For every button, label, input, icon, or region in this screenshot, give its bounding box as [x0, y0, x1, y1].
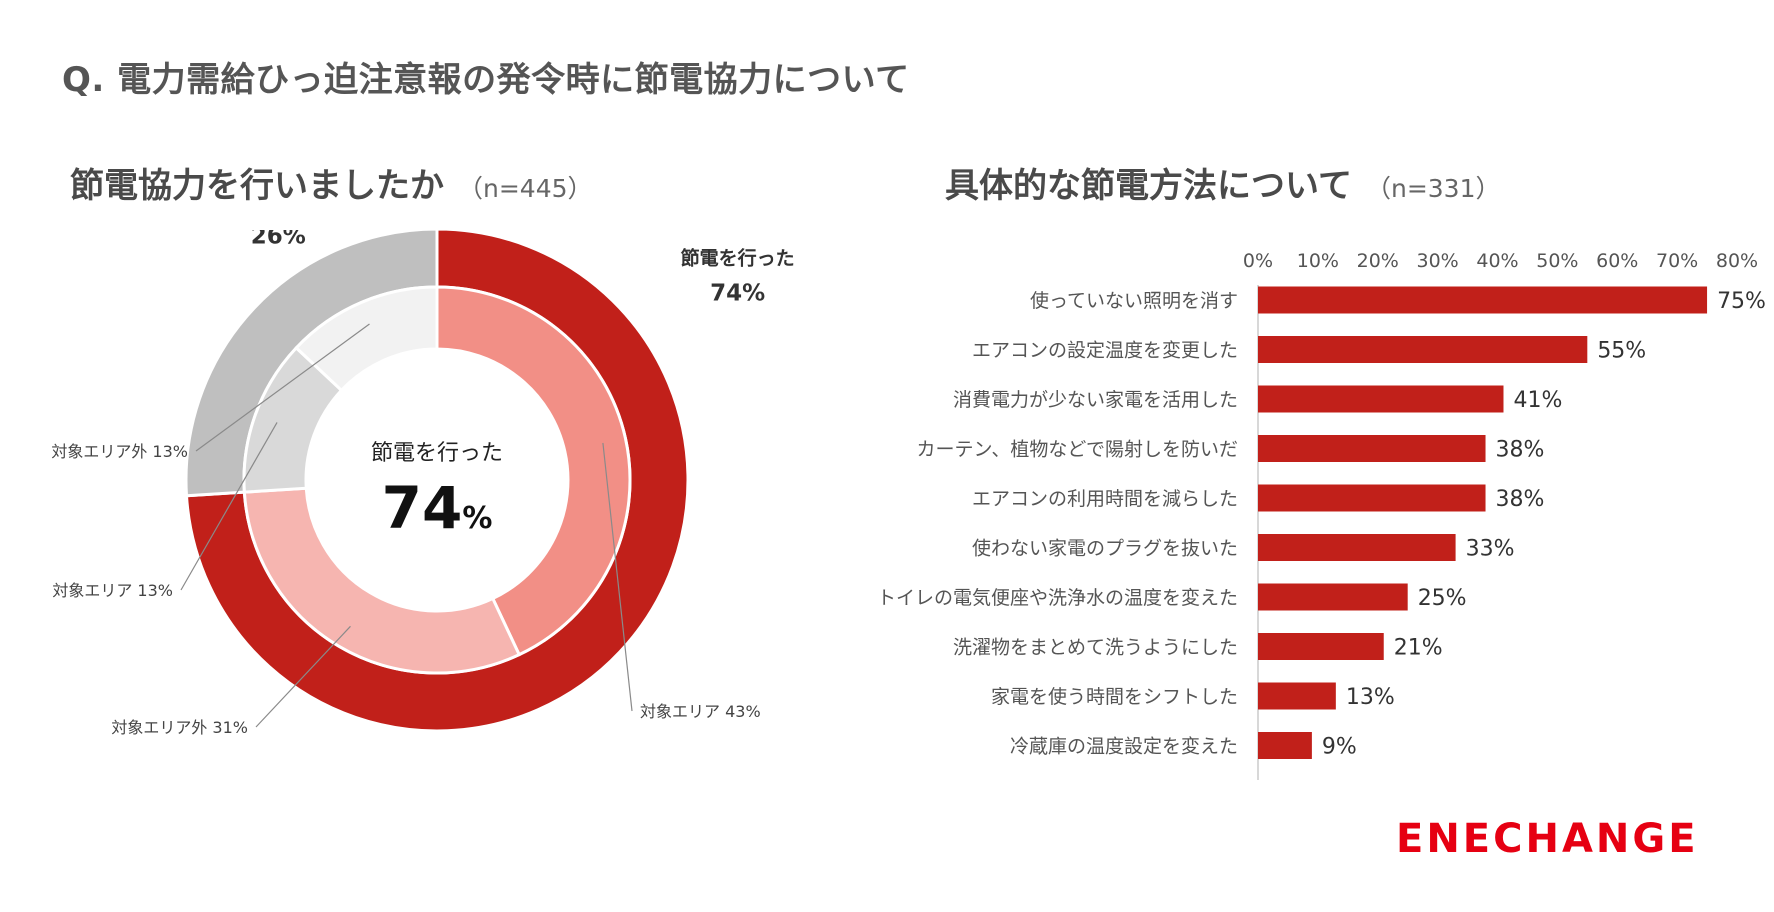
- inner-label: 対象エリア外 31%: [111, 718, 248, 737]
- value-label: 55%: [1597, 339, 1646, 364]
- category-label: 洗濯物をまとめて洗うようにした: [953, 637, 1238, 659]
- center-value: 74%: [382, 474, 493, 542]
- x-tick-label: 10%: [1297, 250, 1339, 272]
- x-tick-label: 70%: [1656, 250, 1698, 272]
- inner-label: 対象エリア 13%: [52, 581, 173, 600]
- value-label: 9%: [1322, 735, 1357, 760]
- x-tick-label: 0%: [1243, 250, 1273, 272]
- bar: [1258, 385, 1504, 413]
- outer-label-value: 26%: [251, 230, 306, 249]
- bar: [1258, 435, 1486, 462]
- category-label: トイレの電気便座や洗浄水の温度を変えた: [877, 587, 1238, 609]
- value-label: 75%: [1717, 289, 1766, 314]
- leader-line: [602, 442, 633, 712]
- category-label: 使っていない照明を消す: [1030, 290, 1238, 312]
- bar: [1258, 484, 1486, 512]
- donut-panel-title: 節電協力を行いましたか （n=445）: [70, 158, 593, 207]
- bar: [1258, 732, 1312, 759]
- donut-panel-title-text: 節電協力を行いましたか: [70, 166, 444, 206]
- category-label: 冷蔵庫の温度設定を変えた: [1010, 736, 1238, 758]
- inner-donut-slice-3: [294, 285, 439, 393]
- x-tick-label: 30%: [1417, 250, 1459, 272]
- x-tick-label: 60%: [1596, 250, 1638, 272]
- inner-donut-slice-0: [435, 285, 632, 657]
- x-tick-label: 50%: [1536, 250, 1578, 272]
- inner-donut-slice-1: [242, 486, 522, 675]
- value-label: 41%: [1513, 388, 1562, 413]
- bar-chart: 0% 10% 20% 30% 40% 50% 60% 70% 80% 使っていない照明を消す 75%…: [877, 250, 1766, 780]
- outer-label-value: 74%: [710, 280, 765, 306]
- page-title: Q. 電力需給ひっ迫注意報の発令時に節電協力について: [62, 60, 910, 100]
- category-label: エアコンの利用時間を減らした: [972, 488, 1238, 510]
- x-tick-label: 40%: [1476, 250, 1518, 272]
- category-label: カーテン、植物などで陽射しを防いだ: [917, 439, 1238, 461]
- bar: [1258, 534, 1456, 561]
- leader-line: [255, 625, 351, 728]
- outer-label-name: 節電を行った: [681, 246, 795, 269]
- bar-panel-title-text: 具体的な節電方法について: [945, 166, 1352, 206]
- bar-panel-title: 具体的な節電方法について （n=331）: [945, 158, 1501, 207]
- x-tick-label: 20%: [1357, 250, 1399, 272]
- value-label: 38%: [1496, 487, 1545, 512]
- leader-line: [195, 323, 370, 452]
- category-label: 使わない家電のプラグを抜いた: [972, 538, 1238, 560]
- bar: [1258, 583, 1408, 611]
- leader-line: [180, 422, 278, 591]
- value-label: 33%: [1466, 537, 1515, 562]
- bar: [1258, 286, 1708, 314]
- category-label: 消費電力が少ない家電を活用した: [953, 389, 1238, 411]
- donut-sample-size: （n=445）: [458, 174, 593, 203]
- value-label: 38%: [1496, 438, 1545, 463]
- value-label: 13%: [1346, 685, 1395, 710]
- bar: [1258, 633, 1384, 660]
- center-label: 節電を行った: [371, 441, 503, 466]
- x-tick-label: 80%: [1716, 250, 1758, 272]
- bar: [1258, 682, 1336, 710]
- bar-sample-size: （n=331）: [1365, 174, 1501, 203]
- inner-label: 対象エリア外 13%: [51, 442, 188, 461]
- bar: [1258, 336, 1588, 363]
- enechange-logo: ENECHANGE: [1396, 816, 1699, 862]
- value-label: 25%: [1418, 586, 1467, 611]
- category-label: エアコンの設定温度を変更した: [972, 340, 1238, 362]
- category-label: 家電を使う時間をシフトした: [991, 686, 1238, 708]
- value-label: 21%: [1394, 636, 1443, 661]
- inner-label: 対象エリア 43%: [640, 702, 761, 721]
